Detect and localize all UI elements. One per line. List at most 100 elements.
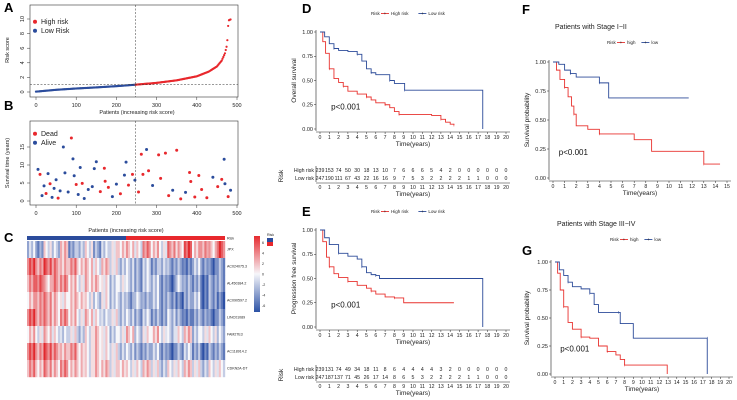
heatmap-cell <box>55 309 59 327</box>
risk-point <box>223 54 226 57</box>
heatmap-cell <box>76 309 79 327</box>
patient-point <box>102 166 106 170</box>
risk-count: 4 <box>412 367 415 373</box>
x-tick-label: 14 <box>447 135 453 141</box>
heatmap-cell <box>132 326 135 344</box>
x-tick-label: 11 <box>420 333 425 339</box>
x-tick-label: 2 <box>337 135 340 141</box>
heatmap-cell <box>80 275 83 293</box>
heatmap-cell <box>154 343 158 361</box>
heatmap-cell <box>115 343 118 361</box>
heatmap-cell <box>115 275 118 293</box>
heatmap-cell <box>72 258 75 276</box>
heatmap-cell <box>130 326 133 344</box>
heatmap-cell <box>181 241 184 259</box>
panel-label-c: C <box>4 230 14 245</box>
heatmap-cell <box>37 309 40 327</box>
heatmap-cell <box>165 241 168 259</box>
heatmap-cell <box>51 360 55 378</box>
heatmap-cell <box>175 292 178 310</box>
x-tick-label: 6 <box>621 184 624 190</box>
heatmap-cell <box>159 241 162 259</box>
heatmap-cell <box>47 326 50 344</box>
heatmap-cell <box>196 326 199 344</box>
heatmap-cell <box>80 258 83 276</box>
heatmap-cell <box>156 309 160 327</box>
heatmap-cell <box>68 258 71 276</box>
heatmap-cell <box>189 292 193 310</box>
heatmap-cell <box>60 241 63 259</box>
risk-count: 7 <box>402 176 405 182</box>
x-tick-label: 5 <box>365 135 368 141</box>
gene-label: CDKN2A-DT <box>227 367 248 371</box>
heatmap-cell <box>183 360 187 378</box>
heatmap-cell <box>86 258 90 276</box>
heatmap-cell <box>167 241 170 259</box>
heatmap-cell <box>169 258 172 276</box>
risk-count: 74 <box>336 367 342 373</box>
heatmap-cell <box>152 343 156 361</box>
heatmap-cell <box>99 309 102 327</box>
heatmap-cell <box>123 292 127 310</box>
x-tick-label: 200 <box>112 211 121 217</box>
table-x-tick-label: 19 <box>494 185 500 191</box>
heatmap-cell <box>198 343 201 361</box>
heatmap-cell <box>68 360 71 378</box>
heatmap-cell <box>187 360 191 378</box>
risk-count: 2 <box>439 176 442 182</box>
gene-label: AL450384.2 <box>227 282 246 286</box>
heatmap-cell <box>74 309 77 327</box>
patient-point <box>66 190 70 194</box>
table-x-tick-label: 8 <box>393 384 396 390</box>
heatmap-cell <box>84 343 88 361</box>
heatmap-cell <box>45 343 48 361</box>
x-tick-label: 6 <box>374 333 377 339</box>
risk-count: 131 <box>325 367 334 373</box>
table-x-tick-label: 10 <box>410 384 416 390</box>
heatmap-cell <box>140 309 143 327</box>
heatmap-cell <box>47 275 50 293</box>
heatmap-cell <box>202 275 205 293</box>
p-value: p<0.001 <box>559 148 589 157</box>
heatmap-cell <box>80 360 83 378</box>
x-tick-label: 15 <box>724 184 730 190</box>
x-tick-label: 3 <box>346 135 349 141</box>
x-tick-label: 7 <box>384 135 387 141</box>
heatmap-cell <box>161 258 164 276</box>
x-tick-label: 6 <box>606 380 609 386</box>
risk-count: 190 <box>325 176 334 182</box>
risk-point <box>225 45 228 48</box>
risk-count: 26 <box>364 375 370 381</box>
risk-count: 43 <box>354 176 360 182</box>
heatmap-cell <box>194 258 197 276</box>
heatmap-cell <box>53 360 57 378</box>
x-tick-label: 17 <box>475 333 481 339</box>
heatmap-cell <box>142 360 145 378</box>
risk-count: 0 <box>486 168 489 174</box>
p-value: p<0.001 <box>331 103 361 112</box>
heatmap-cell <box>169 275 172 293</box>
heatmap-cell <box>173 326 176 344</box>
heatmap-cell <box>165 343 168 361</box>
heatmap-cell <box>202 258 205 276</box>
x-tick-label: 16 <box>466 333 472 339</box>
table-x-tick-label: 12 <box>429 185 435 191</box>
plot-title: Patients with Stage I−II <box>555 24 627 31</box>
heatmap-cell <box>204 292 207 310</box>
risk-point <box>223 52 227 55</box>
heatmap-cell <box>84 292 88 310</box>
heatmap-cell <box>126 309 129 327</box>
heatmap-cell <box>97 258 100 276</box>
heatmap-cell <box>140 343 143 361</box>
heatmap-cell <box>181 309 184 327</box>
heatmap-cell <box>88 258 92 276</box>
heatmap-cell <box>74 258 77 276</box>
y-tick-label: 0.50 <box>302 78 313 84</box>
heatmap-cell <box>70 309 73 327</box>
heatmap-cell <box>142 309 145 327</box>
heatmap-cell <box>134 258 137 276</box>
heatmap-cell <box>173 309 176 327</box>
heatmap-cell <box>152 292 156 310</box>
table-x-tick-label: 17 <box>475 384 481 390</box>
x-tick-label: 16 <box>691 380 697 386</box>
